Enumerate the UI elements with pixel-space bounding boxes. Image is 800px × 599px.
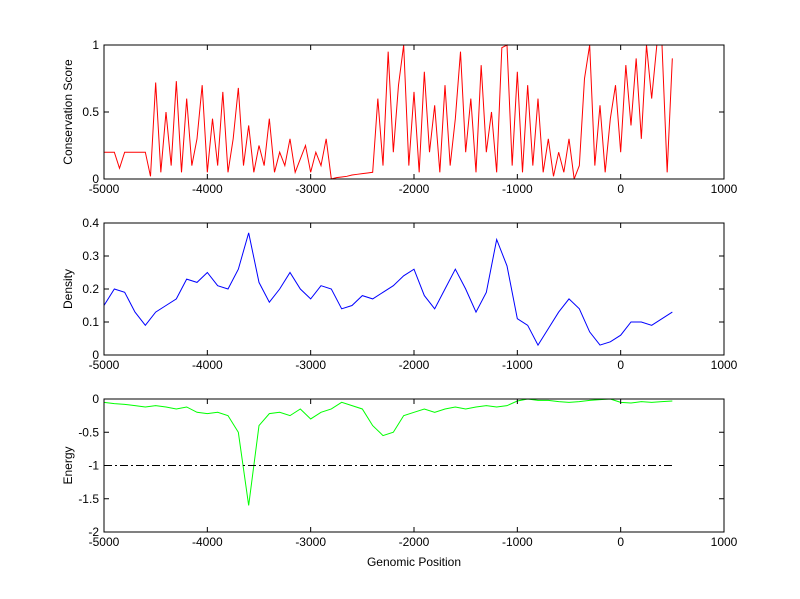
x-tick-label: -4000 bbox=[192, 358, 223, 372]
x-tick-label: -1000 bbox=[502, 182, 533, 196]
x-tick-label: -1000 bbox=[502, 358, 533, 372]
x-tick-label: 1000 bbox=[711, 535, 738, 549]
axes-box bbox=[104, 223, 724, 355]
x-tick-label: 0 bbox=[617, 182, 624, 196]
y-tick-label: -2 bbox=[88, 525, 99, 539]
y-tick-label: -1 bbox=[88, 459, 99, 473]
y-tick-label: 0 bbox=[92, 348, 99, 362]
y-tick-label: 0.5 bbox=[82, 105, 99, 119]
x-tick-label: -5000 bbox=[89, 358, 120, 372]
y-axis-label: Density bbox=[61, 269, 75, 309]
x-tick-label: 0 bbox=[617, 358, 624, 372]
x-tick-label: -5000 bbox=[89, 182, 120, 196]
y-axis-label: Energy bbox=[61, 446, 75, 484]
x-tick-label: -5000 bbox=[89, 535, 120, 549]
x-tick-label: -2000 bbox=[399, 182, 430, 196]
y-tick-label: 0 bbox=[92, 172, 99, 186]
x-tick-label: 1000 bbox=[711, 182, 738, 196]
y-tick-label: 0.1 bbox=[82, 315, 99, 329]
axes-box bbox=[104, 45, 724, 179]
x-tick-label: -3000 bbox=[295, 535, 326, 549]
y-tick-label: -1.5 bbox=[78, 492, 99, 506]
x-tick-label: -4000 bbox=[192, 182, 223, 196]
data-line bbox=[104, 44, 673, 180]
y-tick-label: -0.5 bbox=[78, 425, 99, 439]
x-tick-label: 0 bbox=[617, 535, 624, 549]
x-tick-label: -2000 bbox=[399, 535, 430, 549]
x-tick-label: -3000 bbox=[295, 358, 326, 372]
x-tick-label: -4000 bbox=[192, 535, 223, 549]
data-line bbox=[103, 398, 673, 506]
x-tick-label: -2000 bbox=[399, 358, 430, 372]
y-tick-label: 1 bbox=[92, 38, 99, 52]
y-tick-label: 0.3 bbox=[82, 249, 99, 263]
y-tick-label: 0 bbox=[92, 392, 99, 406]
x-axis-label: Genomic Position bbox=[367, 555, 461, 569]
x-tick-label: -1000 bbox=[502, 535, 533, 549]
x-tick-label: -3000 bbox=[295, 182, 326, 196]
x-tick-label: 1000 bbox=[711, 358, 738, 372]
y-tick-label: 0.2 bbox=[82, 282, 99, 296]
y-tick-label: 0.4 bbox=[82, 216, 99, 230]
data-line bbox=[103, 232, 673, 347]
y-axis-label: Conservation Score bbox=[61, 59, 75, 165]
